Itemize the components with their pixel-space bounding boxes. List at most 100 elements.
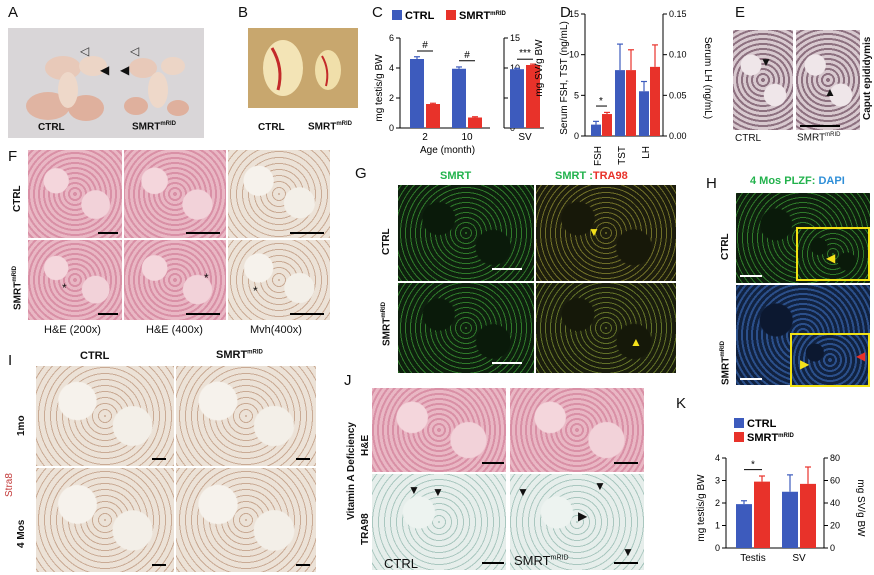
panel-g-row-mut: SMRTmRID — [381, 301, 393, 346]
scale-bar — [800, 125, 840, 127]
chart-k-y2-tick-label: 60 — [830, 476, 840, 486]
chart-k-category: Testis — [740, 553, 766, 564]
scale-bar — [492, 362, 522, 364]
panel-label-j: J — [344, 372, 352, 389]
panel-label-h: H — [706, 175, 717, 192]
chart-k-mut-Testis-bar — [754, 481, 770, 548]
panel-g-col1: SMRT — [440, 170, 472, 182]
panel-g-col2: SMRT :TRA98 — [555, 170, 628, 182]
panel-h-title: 4 Mos PLZF: DAPI — [750, 175, 845, 187]
legend-label-ctrl: CTRL — [747, 418, 777, 430]
chart-d-category: TST — [617, 146, 628, 165]
chart-d-category: FSH — [593, 146, 604, 166]
chart-d-mut-LH-bar — [650, 66, 660, 136]
panel-label-e: E — [735, 4, 746, 21]
panel-label-b: B — [238, 4, 249, 21]
chart-k-y2-tick-label: 80 — [830, 453, 840, 463]
scale-bar — [614, 562, 638, 564]
scale-bar — [614, 462, 638, 464]
panel-i-row-1mo: 1mo — [16, 415, 27, 436]
arrowhead-icon: ▲ — [824, 85, 836, 99]
panel-g-row-ctrl: CTRL — [381, 228, 392, 255]
legend-sup: mRID — [490, 11, 506, 17]
chart-c: CTRL SMRTmRID 0 2 4 6 mg testis/g BW 2 #10 # Age (… — [374, 10, 545, 156]
chart-d-y2label: Serum LH (ng/mL) — [702, 37, 713, 119]
panel-e-side-label: Caput epididymis — [862, 36, 873, 120]
panel-e-ctrl-image — [733, 30, 793, 130]
arrowhead-icon: ▶ — [800, 357, 810, 371]
panel-f-ctrl-mvh — [228, 150, 330, 238]
panel-f-row-mut: SMRTmRID — [12, 265, 24, 310]
legend-label-mut: SMRTmRID — [459, 10, 507, 22]
panel-a-photo: ◁ ◀ ◁ ◀ — [8, 28, 204, 138]
panel-f-mut-he400 — [124, 240, 226, 320]
panel-j-ctrl-he — [372, 388, 506, 472]
scale-bar — [482, 462, 504, 464]
chart-c-xlabel: Age (month) — [420, 145, 475, 156]
chart-k-y-tick-label: 0 — [715, 543, 720, 553]
panel-j-side3: TRA98 — [360, 513, 371, 545]
panel-i-col-mut: SMRTmRID — [216, 349, 263, 361]
chart-c-sv-ylabel: mg SV/g BW — [534, 39, 545, 97]
panel-j-ctrl-tra98 — [372, 474, 506, 570]
chart-c-sv-category: SV — [518, 132, 532, 143]
panel-f-col2: H&E (400x) — [146, 324, 203, 336]
chart-k-ctrl-SV-bar — [782, 491, 798, 548]
legend-swatch-ctrl — [734, 418, 744, 428]
panel-label-a: A — [8, 4, 19, 21]
arrowhead-icon: ▲ — [630, 335, 642, 349]
scale-bar — [492, 268, 522, 270]
panel-i-ctrl-1mo — [36, 366, 174, 466]
chart-c-y-tick-label: 2 — [389, 93, 394, 103]
scale-bar — [98, 232, 118, 234]
panel-e-mut-image — [796, 30, 860, 130]
arrowhead-icon: ▼ — [760, 55, 772, 69]
scale-bar — [290, 313, 324, 315]
scale-bar — [482, 562, 504, 564]
panel-a-mut-label: SMRTmRID — [132, 121, 177, 133]
panel-b-photo — [248, 28, 358, 108]
chart-d-ctrl-LH-bar — [639, 91, 649, 136]
chart-d-y2-tick-label: 0.15 — [669, 9, 687, 19]
arrowhead-icon: ▼ — [594, 479, 606, 493]
panel-i-side-label: Stra8 — [4, 473, 15, 497]
chart-c-ctrl-2-bar — [410, 59, 424, 128]
legend-swatch-ctrl — [392, 10, 402, 20]
legend-swatch-mut — [734, 432, 744, 442]
panel-label-k: K — [676, 395, 687, 412]
chart-d-annotation: * — [599, 96, 603, 107]
panel-a-ctrl-label: CTRL — [38, 122, 65, 133]
scale-bar — [740, 378, 762, 380]
arrowhead-icon: ▶ — [578, 509, 588, 523]
chart-c-ylabel: mg testis/g BW — [374, 54, 385, 122]
chart-d-mut-FSH-bar — [602, 114, 612, 136]
chart-d-ylabel: Serum FSH, TST (ng/mL) — [559, 21, 570, 135]
chart-d-y2-tick-label: 0.05 — [669, 90, 687, 100]
chart-c-y-tick-label: 0 — [389, 123, 394, 133]
chart-d-mut-TST-bar — [626, 70, 636, 136]
chart-k-mut-SV-bar — [800, 483, 816, 548]
panel-f-mut-mvh — [228, 240, 330, 320]
chart-d-category: LH — [641, 146, 652, 159]
chart-c-sv-mut-bar — [526, 65, 540, 128]
chart-c-mut-10-bar — [468, 117, 482, 128]
chart-k-y2-tick-label: 20 — [830, 521, 840, 531]
chart-d-y-tick-label: 10 — [569, 50, 579, 60]
chart-c-mut-2-bar — [426, 104, 440, 128]
chart-d: 0 5 10 15 0.00 0.05 0.10 0.15 Serum FSH, TST (ng… — [559, 9, 713, 166]
chart-d-y-tick-label: 15 — [569, 9, 579, 19]
chart-c-sv-annotation: *** — [519, 48, 531, 59]
asterisk-marker: * — [204, 271, 209, 285]
panel-label-f: F — [8, 148, 18, 165]
panel-j-ctrl-label: CTRL — [384, 556, 418, 571]
chart-c-y-tick-label: 6 — [389, 33, 394, 43]
chart-c-annotation: # — [422, 40, 428, 51]
panel-g-mut-merge — [536, 283, 676, 373]
chart-k-y2-tick-label: 0 — [830, 543, 835, 553]
asterisk-marker: * — [253, 284, 258, 298]
arrowhead-icon: ◀ — [856, 349, 866, 363]
panel-e-mut-label: SMRTmRID — [797, 132, 841, 144]
panel-h-mut-inset — [790, 333, 870, 387]
chart-c-sv-ctrl-bar — [510, 69, 524, 128]
panel-f-mut-he200 — [28, 240, 122, 320]
